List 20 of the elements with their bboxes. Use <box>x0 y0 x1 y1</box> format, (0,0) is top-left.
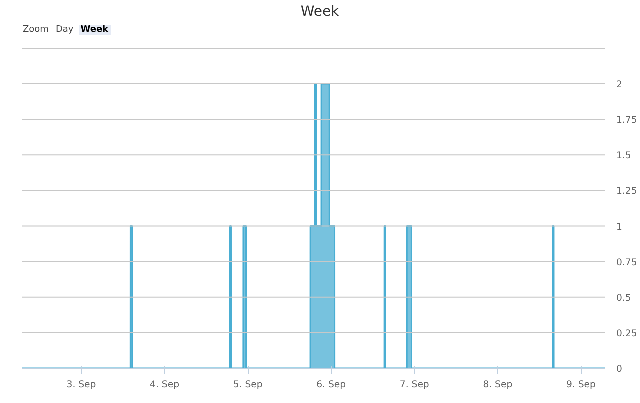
text: Week <box>300 3 340 22</box>
y-tick-label: 0.75 <box>616 257 638 268</box>
y-tick-label: 2 <box>616 80 622 91</box>
y-tick-label: 0.25 <box>616 328 638 340</box>
x-tick-label: 9. Sep <box>566 380 596 390</box>
y-tick-label: 1.25 <box>616 186 638 198</box>
y-tick-label: 0.5 <box>616 292 632 304</box>
x-tick-label: 3. Sep <box>66 380 96 390</box>
text: Zoom <box>22 25 50 35</box>
x-tick-label: 6. Sep <box>316 380 346 390</box>
x-tick-label: 8. Sep <box>483 380 513 390</box>
y-tick-label: 0 <box>616 364 622 375</box>
y-tick-label: 1.75 <box>616 115 638 126</box>
chart-title: Week <box>78 25 111 35</box>
y-tick-label: 1 <box>616 222 622 233</box>
y-tick-label: 1.5 <box>616 150 632 162</box>
x-tick-label: 4. Sep <box>150 380 180 390</box>
x-tick-label: 5. Sep <box>233 380 263 390</box>
x-tick-label: 7. Sep <box>400 380 430 390</box>
text: Day <box>54 25 75 35</box>
